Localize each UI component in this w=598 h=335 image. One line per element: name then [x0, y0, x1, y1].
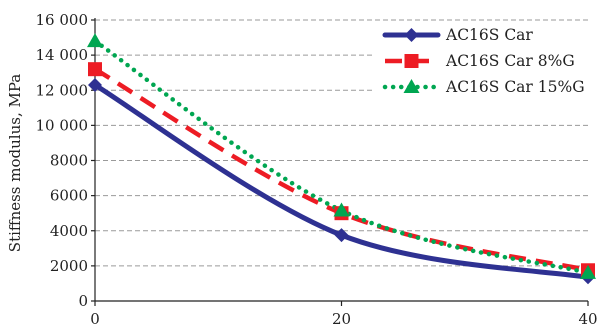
legend-label: AC16S Car 8%G [445, 52, 575, 70]
x-tick-label: 20 [332, 310, 351, 328]
data-point-square [404, 54, 419, 68]
x-tick-label: 0 [90, 310, 100, 328]
x-tick-labels: 0 20 40 [90, 310, 597, 328]
legend-background [372, 50, 588, 72]
y-tick-label: 16 000 [36, 11, 89, 29]
data-point-triangle [333, 202, 350, 217]
data-point-square [88, 62, 102, 77]
y-tick-label: 6000 [50, 187, 88, 205]
y-tick-label: 8000 [50, 152, 88, 170]
legend-label: AC16S Car [445, 26, 533, 44]
data-point-diamond [334, 228, 349, 243]
y-tick-label: 2000 [50, 257, 88, 275]
y-tick-label: 4000 [50, 222, 88, 240]
series-group [87, 33, 596, 285]
data-point-triangle [580, 264, 596, 279]
y-tick-label: 14 000 [36, 46, 89, 64]
data-point-triangle [87, 33, 103, 48]
legend-background [372, 76, 588, 98]
y-tick-label: 0 [78, 292, 88, 310]
legend-label: AC16S Car 15%G [445, 78, 585, 96]
y-tick-label: 12 000 [36, 81, 89, 99]
data-point-triangle [403, 79, 420, 93]
x-tick-label: 40 [578, 310, 597, 328]
y-tick-label: 10 000 [36, 116, 89, 134]
legend: AC16S Car AC16S Car 8%G AC16S Car 15%G [372, 24, 588, 98]
y-tick-labels: 0 2000 4000 6000 8000 10 000 12 000 14 000 16 00… [36, 11, 89, 310]
data-point-diamond [404, 28, 419, 42]
data-point-diamond [88, 77, 102, 92]
legend-background [372, 24, 588, 46]
y-axis-label: Stiffness modulus, MPa [6, 74, 24, 252]
